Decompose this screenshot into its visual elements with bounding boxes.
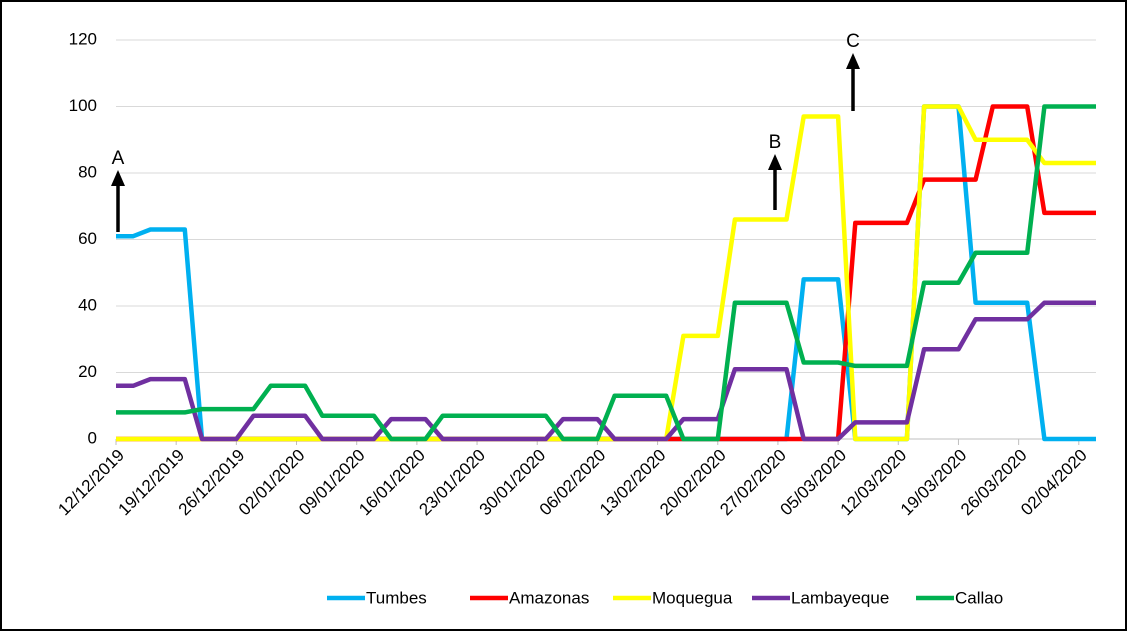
legend-label: Moquegua	[652, 588, 733, 607]
annotation-label: C	[846, 31, 860, 52]
y-tick-label: 100	[69, 96, 97, 115]
y-tick-label: 0	[88, 428, 97, 447]
annotation-arrow-head	[846, 53, 860, 69]
legend-label: Tumbes	[366, 588, 427, 607]
annotation-arrow-head	[768, 154, 782, 170]
legend-label: Callao	[955, 588, 1003, 607]
y-tick-label: 20	[78, 362, 97, 381]
series-line	[116, 300, 1096, 442]
legend-label: Amazonas	[509, 588, 589, 607]
legend-label: Lambayeque	[791, 588, 889, 607]
y-tick-label: 60	[78, 229, 97, 248]
series-line	[116, 104, 1096, 442]
y-tick-label: 120	[69, 29, 97, 48]
y-tick-label: 40	[78, 295, 97, 314]
series-line	[116, 104, 1096, 442]
annotation-arrow-head	[111, 170, 125, 186]
annotation-label: A	[112, 148, 125, 169]
y-tick-label: 80	[78, 162, 97, 181]
annotation-label: B	[769, 132, 782, 153]
